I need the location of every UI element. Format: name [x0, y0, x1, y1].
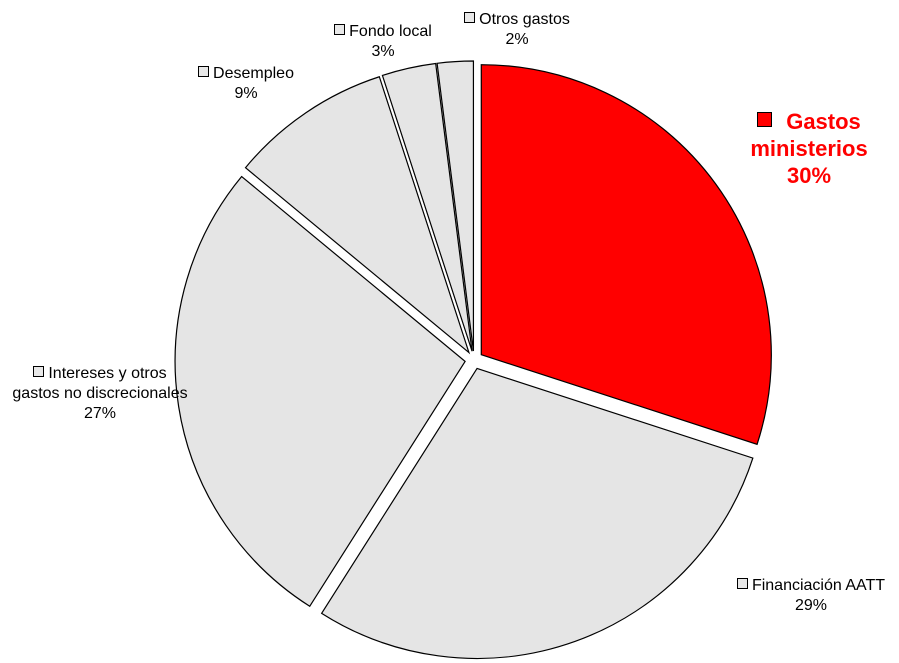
slice-name-5: Otros gastos — [479, 11, 570, 28]
pie-slice-5 — [436, 60, 475, 352]
legend-swatch-4 — [334, 24, 346, 35]
slice-label-1: Financiación AATT 29% — [716, 576, 899, 616]
pie-slice-3 — [244, 75, 471, 355]
legend-swatch-0 — [757, 112, 773, 127]
slice-name-2: Intereses y otros gastos no discrecional… — [12, 365, 188, 402]
legend-swatch-2 — [33, 366, 45, 377]
slice-percent-4: 3% — [371, 43, 395, 60]
slice-name-0: Gastos ministerios — [750, 109, 868, 161]
slice-name-1: Financiación AATT — [751, 577, 886, 594]
legend-swatch-1 — [736, 578, 748, 589]
pie-slice-4 — [381, 62, 473, 352]
slice-label-4: Fondo local 3% — [318, 22, 448, 62]
slice-percent-3: 9% — [234, 85, 258, 102]
pie-slice-1 — [320, 367, 754, 660]
slice-percent-5: 2% — [505, 31, 529, 48]
slice-percent-0: 30% — [786, 163, 832, 188]
slice-label-2: Intereses y otros gastos no discrecional… — [12, 364, 188, 424]
legend-swatch-5 — [464, 12, 476, 23]
slice-label-3: Desempleo 9% — [186, 64, 306, 104]
slice-label-5: Otros gastos 2% — [442, 10, 592, 50]
slice-percent-1: 29% — [794, 597, 828, 614]
slice-label-0: Gastos ministerios 30% — [720, 108, 898, 189]
pie-slice-2 — [174, 175, 466, 608]
pie-slice-0 — [480, 64, 772, 446]
slice-name-4: Fondo local — [349, 23, 432, 40]
legend-swatch-3 — [198, 66, 210, 77]
slice-name-3: Desempleo — [213, 65, 294, 82]
slice-percent-2: 27% — [83, 405, 117, 422]
